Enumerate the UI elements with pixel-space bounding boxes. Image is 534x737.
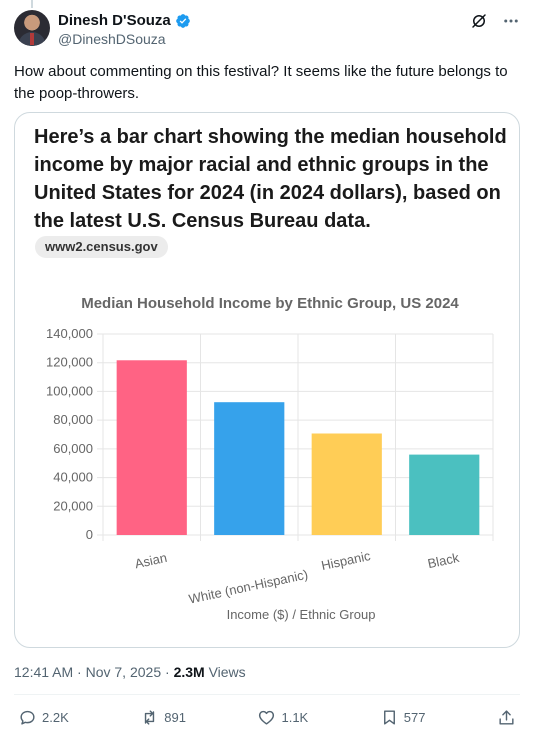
y-tick-label: 0 (86, 527, 93, 542)
y-tick-label: 60,000 (53, 441, 93, 456)
like-count: 1.1K (281, 709, 309, 725)
verified-badge-icon (175, 13, 190, 28)
views-label: Views (208, 664, 246, 680)
bar-hispanic (311, 433, 382, 535)
like-icon (259, 710, 275, 725)
y-tick-label: 20,000 (53, 498, 93, 513)
bookmark-button[interactable]: 577 (380, 708, 426, 727)
bar-black (409, 454, 480, 535)
x-tick-label: Black (426, 550, 461, 571)
y-tick-label: 100,000 (46, 383, 93, 398)
x-tick-label: White (non-Hispanic) (187, 567, 309, 607)
reply-count: 2.2K (42, 709, 69, 725)
bar-white-non-hispanic (214, 402, 285, 535)
like-button[interactable]: 1.1K (257, 708, 308, 727)
tweet-date[interactable]: Nov 7, 2025 (85, 664, 162, 680)
author-display-name[interactable]: Dinesh D'Souza (58, 12, 171, 29)
views-count: 2.3M (173, 664, 205, 680)
more-icon[interactable] (502, 12, 520, 30)
tweet-header: Dinesh D'Souza @DineshDSouza (14, 10, 520, 50)
repost-count: 891 (164, 709, 186, 725)
bar-asian (116, 360, 187, 535)
bookmark-count: 577 (403, 709, 426, 725)
y-tick-label: 140,000 (46, 326, 93, 341)
author-name-row[interactable]: Dinesh D'Souza (58, 12, 191, 29)
source-pill[interactable]: www2.census.gov (35, 236, 168, 258)
grok-icon[interactable] (470, 12, 488, 30)
y-tick-label: 40,000 (53, 470, 93, 485)
bar-chart: Median Household Income by Ethnic Group,… (46, 295, 494, 622)
y-tick-label: 80,000 (53, 412, 93, 427)
share-icon (499, 709, 514, 725)
chart-x-axis-label: Income ($) / Ethnic Group (227, 607, 376, 622)
media-card[interactable]: Here’s a bar chart showing the median ho… (14, 112, 520, 648)
repost-icon (145, 709, 155, 725)
avatar[interactable] (14, 10, 50, 46)
author-handle[interactable]: @DineshDSouza (58, 31, 166, 47)
chart-title: Median Household Income by Ethnic Group,… (81, 295, 459, 312)
share-button[interactable] (497, 708, 516, 727)
bookmark-icon (383, 709, 395, 725)
reply-button[interactable]: 2.2K (18, 708, 69, 727)
x-tick-label: Asian (133, 550, 168, 571)
x-tick-label: Hispanic (320, 548, 372, 573)
repost-button[interactable]: 891 (140, 708, 186, 727)
tweet-meta: 12:41 AM · Nov 7, 2025 · 2.3M Views (14, 664, 246, 680)
action-bar: 2.2K 891 1.1K 577 (18, 706, 516, 728)
divider (14, 694, 520, 695)
card-heading: Here’s a bar chart showing the median ho… (34, 126, 507, 232)
tweet-time[interactable]: 12:41 AM (14, 664, 74, 680)
y-tick-label: 120,000 (46, 355, 93, 370)
reply-icon (20, 710, 35, 725)
thread-connector (31, 0, 33, 8)
tweet-text: How about commenting on this festival? I… (14, 63, 508, 102)
